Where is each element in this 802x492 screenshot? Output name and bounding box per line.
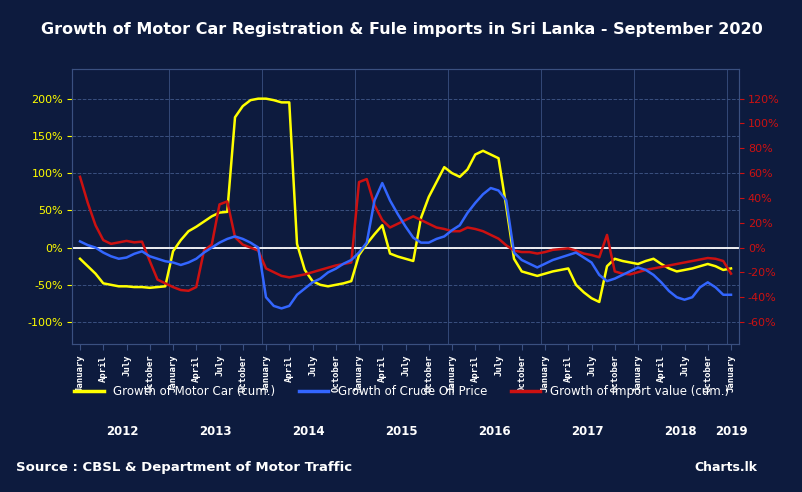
Text: 2018: 2018 bbox=[663, 425, 696, 438]
Text: 2013: 2013 bbox=[199, 425, 232, 438]
Text: 2015: 2015 bbox=[385, 425, 417, 438]
Text: 2017: 2017 bbox=[571, 425, 603, 438]
Text: 2014: 2014 bbox=[292, 425, 325, 438]
Legend: Growth of Motor Car (cum.), Growth of Crude Oil Price, Growth of import value (c: Growth of Motor Car (cum.), Growth of Cr… bbox=[69, 380, 733, 402]
Text: Source : CBSL & Department of Motor Traffic: Source : CBSL & Department of Motor Traf… bbox=[16, 461, 352, 474]
Text: Growth of Motor Car Registration & Fule imports in Sri Lanka - September 2020: Growth of Motor Car Registration & Fule … bbox=[41, 22, 761, 37]
Text: 2012: 2012 bbox=[106, 425, 139, 438]
Text: Charts.lk: Charts.lk bbox=[694, 461, 757, 474]
Text: 2016: 2016 bbox=[478, 425, 510, 438]
Text: 2019: 2019 bbox=[714, 425, 747, 438]
